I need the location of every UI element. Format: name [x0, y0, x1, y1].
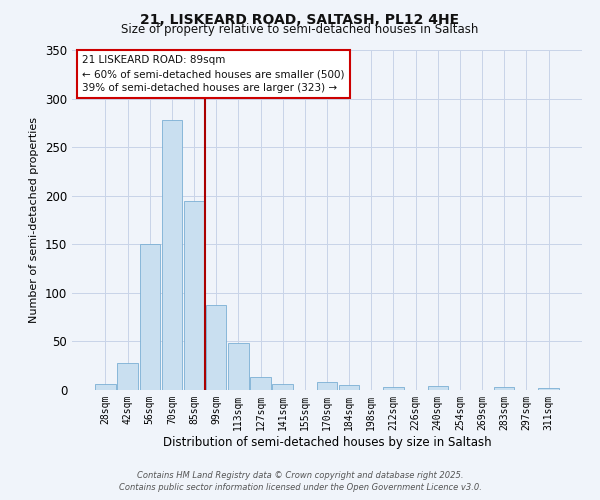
- Text: Contains HM Land Registry data © Crown copyright and database right 2025.
Contai: Contains HM Land Registry data © Crown c…: [119, 471, 481, 492]
- Bar: [272, 384, 293, 390]
- Bar: [250, 378, 271, 390]
- Bar: [184, 200, 204, 390]
- Bar: [494, 387, 514, 390]
- Bar: [206, 304, 226, 390]
- Bar: [95, 384, 116, 390]
- Bar: [317, 382, 337, 390]
- Bar: [339, 385, 359, 390]
- Text: 21, LISKEARD ROAD, SALTASH, PL12 4HE: 21, LISKEARD ROAD, SALTASH, PL12 4HE: [140, 12, 460, 26]
- Y-axis label: Number of semi-detached properties: Number of semi-detached properties: [29, 117, 40, 323]
- Bar: [383, 387, 404, 390]
- Text: 21 LISKEARD ROAD: 89sqm
← 60% of semi-detached houses are smaller (500)
39% of s: 21 LISKEARD ROAD: 89sqm ← 60% of semi-de…: [82, 55, 344, 93]
- Bar: [140, 244, 160, 390]
- Text: Size of property relative to semi-detached houses in Saltash: Size of property relative to semi-detach…: [121, 22, 479, 36]
- X-axis label: Distribution of semi-detached houses by size in Saltash: Distribution of semi-detached houses by …: [163, 436, 491, 448]
- Title: 21, LISKEARD ROAD, SALTASH, PL12 4HE
Size of property relative to semi-detached : 21, LISKEARD ROAD, SALTASH, PL12 4HE Siz…: [0, 499, 1, 500]
- Bar: [161, 120, 182, 390]
- Bar: [118, 363, 138, 390]
- Bar: [428, 386, 448, 390]
- Bar: [228, 344, 248, 390]
- Bar: [538, 388, 559, 390]
